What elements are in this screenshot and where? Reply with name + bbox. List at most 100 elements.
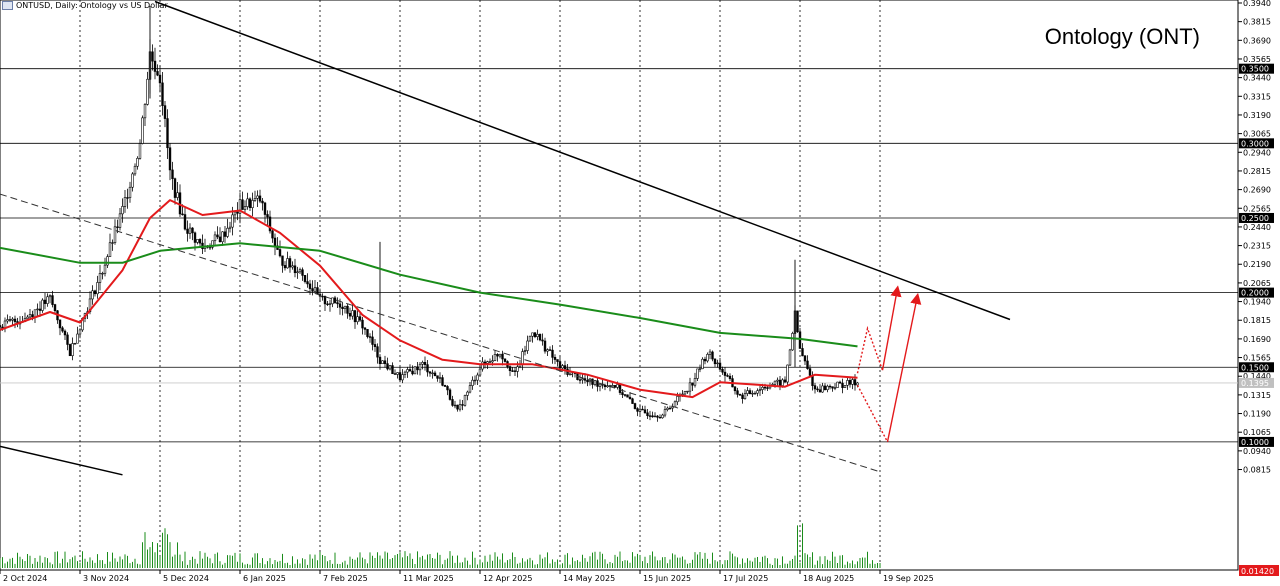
candle-body (233, 211, 237, 216)
candle-body (671, 406, 674, 409)
candle-body (461, 404, 464, 406)
level-tag-label: 0.2500 (1241, 214, 1269, 223)
candle-body (736, 390, 739, 395)
candle-body (248, 198, 252, 209)
candle-body (481, 361, 484, 370)
candle-body (63, 330, 67, 336)
candle-body (803, 355, 807, 362)
y-tick-label: 0.0815 (1243, 466, 1271, 475)
candle-body (718, 362, 722, 370)
candle-body (598, 383, 602, 387)
candle-body (73, 342, 77, 345)
candle-body (846, 380, 849, 386)
y-tick-label: 0.3315 (1243, 92, 1271, 101)
price-tag-label: 0.1395 (1241, 379, 1269, 388)
candle-body (643, 409, 647, 414)
y-tick-label: 0.2940 (1243, 148, 1271, 157)
candle-body (361, 319, 364, 329)
candle-body (271, 230, 274, 239)
candle-body (851, 379, 854, 385)
candle-body (173, 178, 177, 198)
candle-body (463, 395, 467, 406)
candle-body (191, 227, 194, 234)
candle-body (516, 366, 519, 372)
candle-body (383, 360, 387, 364)
candle-body (406, 369, 409, 373)
candle-body (368, 336, 372, 338)
level-tag-label: 0.2000 (1241, 289, 1269, 298)
candle-body (281, 255, 284, 266)
candle-body (301, 269, 304, 276)
candle-body (696, 368, 699, 379)
candle-body (708, 351, 712, 355)
candle-body (558, 361, 562, 369)
level-tag (1239, 287, 1274, 298)
y-bottom-tag (1239, 565, 1279, 576)
candle-body (213, 234, 217, 242)
candle-body (351, 310, 354, 317)
candle-body (186, 228, 189, 234)
candle-body (561, 365, 564, 369)
candle-body (808, 368, 812, 376)
chart-title: Ontology (ONT) (1044, 24, 1200, 49)
candle-body (251, 200, 254, 209)
candle-body (528, 335, 532, 342)
candle-body (826, 385, 829, 391)
y-tick-label: 0.3190 (1243, 111, 1271, 120)
candle-body (838, 381, 842, 384)
candle-body (138, 143, 142, 159)
candle-body (721, 368, 724, 373)
candle-body (231, 214, 234, 228)
y-tick-label: 0.2440 (1243, 223, 1271, 232)
candle-body (828, 385, 832, 388)
candle-body (621, 392, 624, 395)
candle-body (646, 412, 649, 416)
y-tick-label: 0.0940 (1243, 447, 1271, 456)
candle-body (786, 364, 789, 383)
y-tick-label: 0.2565 (1243, 204, 1271, 213)
candle-body (188, 227, 192, 234)
candle-body (443, 385, 447, 387)
candle-body (118, 213, 122, 228)
candle-body (268, 216, 272, 232)
candle-body (261, 200, 264, 204)
candle-body (746, 390, 749, 394)
y-tick-label: 0.1440 (1243, 372, 1271, 381)
candle-body (476, 374, 479, 381)
y-tick-label: 0.2315 (1243, 242, 1271, 251)
candle-body (856, 382, 859, 386)
candle-body (496, 354, 499, 357)
x-tick-label: 5 Dec 2024 (163, 574, 209, 583)
candle-body (38, 308, 42, 311)
y-tick-label: 0.1940 (1243, 298, 1271, 307)
candle-body (451, 399, 454, 406)
candle-body (133, 165, 137, 175)
candle-body (546, 349, 549, 352)
candle-body (521, 351, 524, 365)
candle-body (628, 396, 632, 400)
trendline (0, 445, 123, 476)
candle-body (136, 158, 139, 167)
candle-body (376, 346, 379, 358)
candle-body (143, 104, 147, 119)
level-tag-label: 0.1000 (1241, 438, 1269, 447)
candle-body (418, 363, 422, 371)
candle-body (586, 379, 589, 383)
candle-body (356, 316, 359, 323)
candle-body (31, 314, 34, 318)
candle-body (48, 295, 52, 298)
y-tick-label: 0.3940 (1243, 0, 1271, 8)
candle-body (428, 371, 432, 374)
candle-body (471, 379, 474, 386)
candle-body (308, 283, 312, 289)
candle-body (758, 389, 762, 391)
candle-body (548, 349, 552, 351)
candle-body (296, 271, 299, 274)
y-tick-label: 0.3440 (1243, 74, 1271, 83)
candle-body (603, 384, 607, 388)
chart-header-label: ONTUSD, Daily: Ontology vs US Dollar (16, 1, 168, 10)
candle-body (253, 198, 257, 201)
candle-body (613, 385, 617, 388)
